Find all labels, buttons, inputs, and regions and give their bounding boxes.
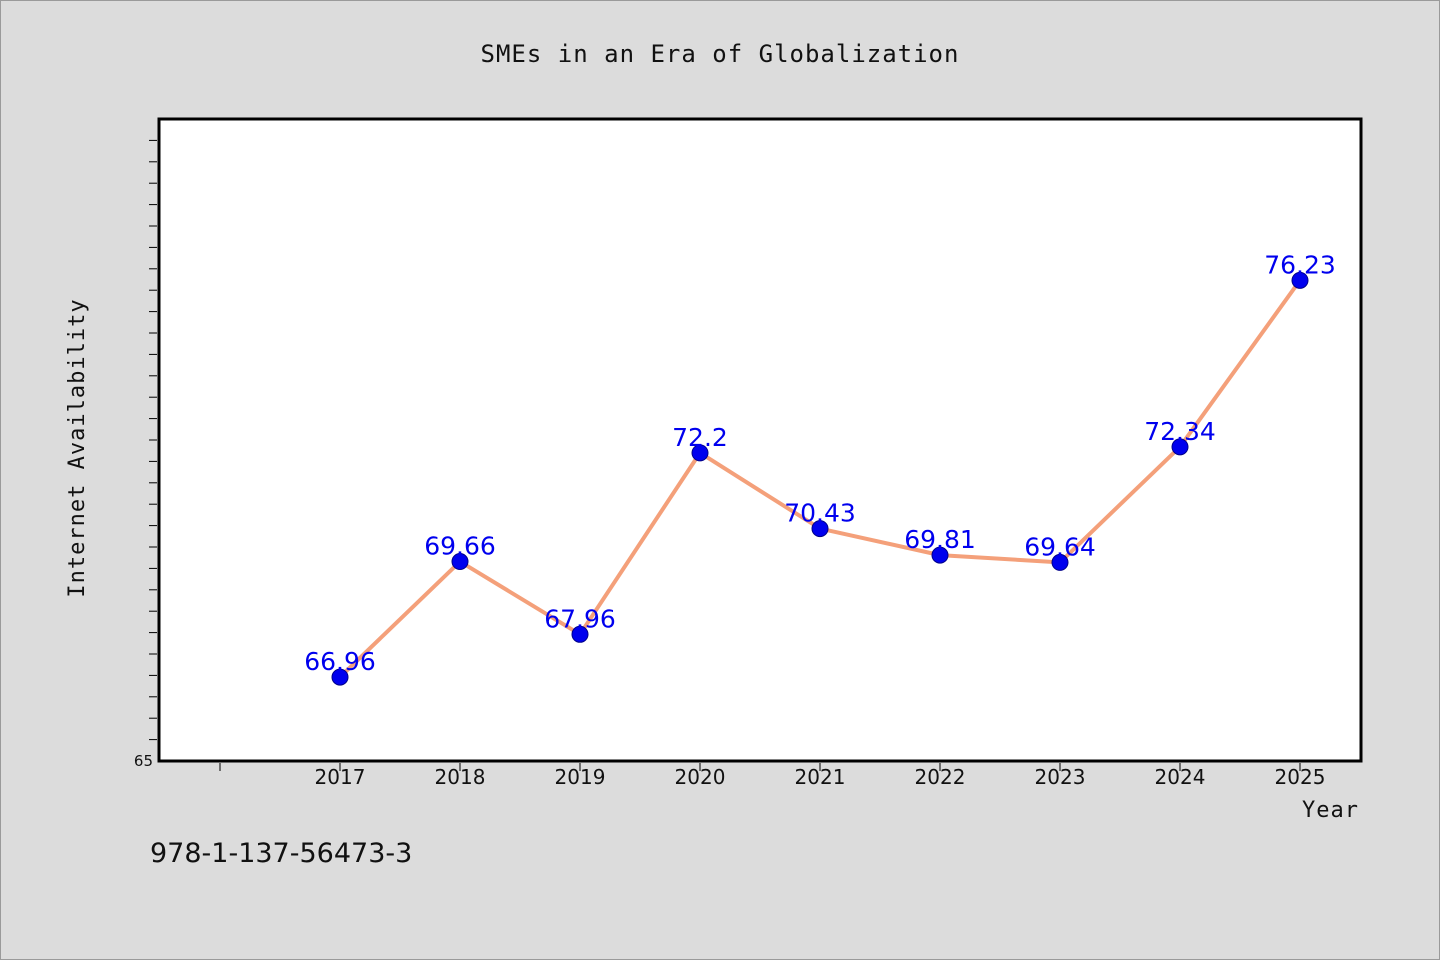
- x-tick-label: 2017: [315, 765, 366, 789]
- x-tick-label: 2023: [1035, 765, 1086, 789]
- data-point: [1291, 271, 1309, 289]
- x-tick-label: 2019: [555, 765, 606, 789]
- x-axis-label: Year: [1302, 798, 1359, 823]
- x-tick-label: 2024: [1155, 765, 1206, 789]
- data-label: 69.64: [1024, 532, 1096, 561]
- data-label: 76.23: [1264, 250, 1336, 279]
- x-tick-label: 2021: [795, 765, 846, 789]
- chart-title: SMEs in an Era of Globalization: [481, 40, 960, 68]
- data-label: 66.96: [304, 647, 376, 676]
- data-label: 70.43: [784, 499, 856, 528]
- x-tick-label: 2025: [1275, 765, 1326, 789]
- data-point: [691, 444, 709, 462]
- data-point: [571, 625, 589, 643]
- y-axis-label: Internet Availability: [65, 298, 90, 597]
- y-tick-label: 65: [134, 752, 153, 770]
- data-labels: 66.96 69.66 67.96 72.2 70.43 69.81 69.64 72.34 7…: [304, 250, 1336, 676]
- plot-area: [157, 117, 1363, 763]
- data-label: 72.2: [672, 423, 728, 452]
- data-point: [331, 668, 349, 686]
- x-tick-label: 2018: [435, 765, 486, 789]
- data-label: 67.96: [544, 604, 616, 633]
- data-point: [451, 553, 469, 571]
- x-tick-label: 2022: [915, 765, 966, 789]
- data-label: 72.34: [1144, 417, 1216, 446]
- data-label: 69.81: [904, 525, 976, 554]
- isbn-text: 978-1-137-56473-3: [150, 838, 412, 869]
- y-axis: 65: [134, 139, 157, 770]
- data-point: [1171, 438, 1189, 456]
- x-tick-label: 2020: [675, 765, 726, 789]
- data-label: 69.66: [424, 532, 496, 561]
- series-markers: [331, 271, 1309, 686]
- data-point: [811, 520, 829, 538]
- x-axis: 2017 2018 2019 2020 2021 2022 2023 2024 2025: [219, 763, 1326, 789]
- data-point: [931, 546, 949, 564]
- data-point: [1051, 553, 1069, 571]
